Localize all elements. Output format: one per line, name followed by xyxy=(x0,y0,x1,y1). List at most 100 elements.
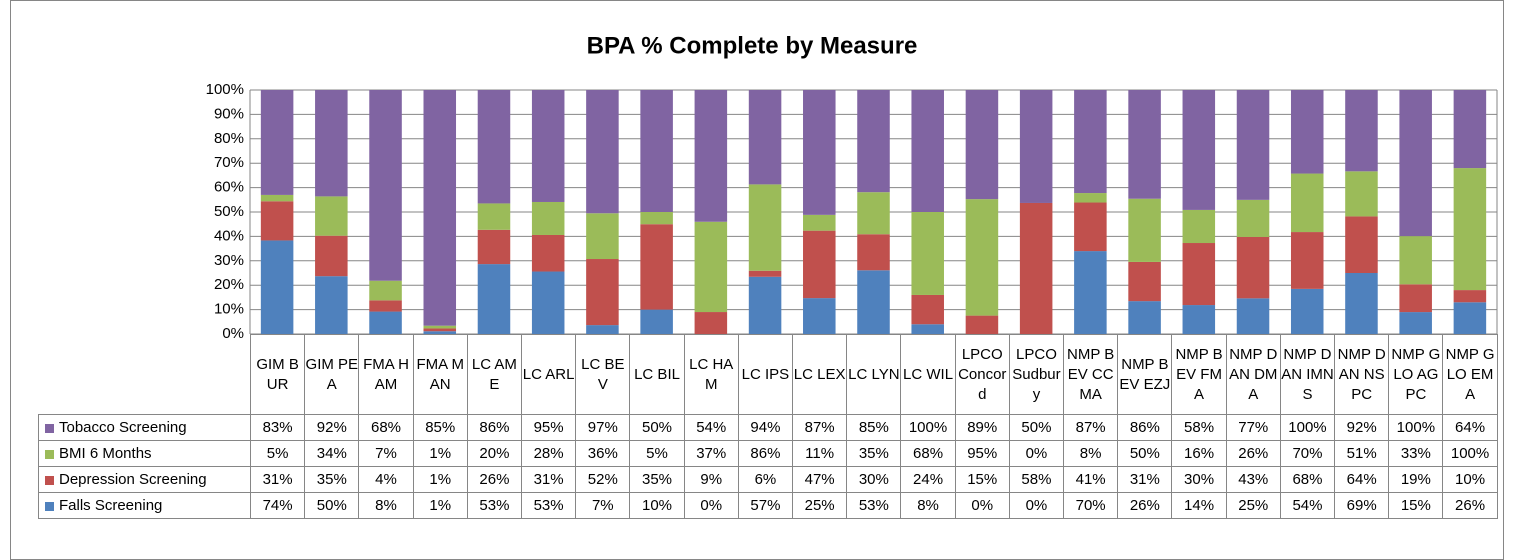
data-label: 14% xyxy=(1171,492,1227,519)
data-label: 53% xyxy=(521,492,577,519)
data-label: 70% xyxy=(1279,440,1336,467)
category-label: LC WIL xyxy=(900,334,956,415)
bar-segment xyxy=(748,90,782,185)
data-label: 58% xyxy=(1008,466,1065,493)
data-label: 68% xyxy=(358,414,414,441)
data-label: 0% xyxy=(954,492,1010,519)
data-label: 8% xyxy=(900,492,956,519)
bar-segment xyxy=(260,240,294,334)
bar-segment xyxy=(1074,90,1107,194)
data-label: 0% xyxy=(1008,492,1065,519)
legend-swatch xyxy=(45,501,54,511)
category-label: NMP DAN IMNS xyxy=(1279,334,1336,415)
bar-segment xyxy=(640,309,673,334)
bar-segment xyxy=(1290,232,1324,289)
data-label: 50% xyxy=(304,492,360,519)
category-label: LC BIL xyxy=(629,334,685,415)
y-tick-label: 60% xyxy=(214,179,244,196)
bar-segment xyxy=(1236,199,1270,237)
data-label: 89% xyxy=(954,414,1010,441)
y-tick-label: 100% xyxy=(206,81,244,98)
bar-segment xyxy=(477,90,511,204)
bar-segment xyxy=(911,294,944,325)
data-label: 30% xyxy=(1171,466,1227,493)
bar-segment xyxy=(315,276,348,334)
bar-segment xyxy=(260,194,294,202)
data-label: 53% xyxy=(846,492,902,519)
bar-segment xyxy=(694,221,728,313)
data-label: 25% xyxy=(1225,492,1281,519)
y-tick-label: 80% xyxy=(214,130,244,147)
legend-label: BMI 6 Months xyxy=(59,445,152,462)
bar-segment xyxy=(260,90,294,195)
series-row: Tobacco Screening 83% 92% 68% 85% 86% 95% 97% 50… xyxy=(38,414,1498,441)
data-label: 50% xyxy=(1008,414,1065,441)
category-label: LC IPS xyxy=(737,334,794,415)
data-label: 0% xyxy=(1008,440,1065,467)
data-label: 26% xyxy=(1117,492,1173,519)
bar-segment xyxy=(1128,198,1161,262)
bar-segment xyxy=(748,276,782,334)
bar-segment xyxy=(423,328,457,332)
legend-label: Falls Screening xyxy=(59,497,163,514)
data-label: 35% xyxy=(846,440,902,467)
bar-segment xyxy=(531,201,565,235)
data-label: 5% xyxy=(249,440,306,467)
data-label: 100% xyxy=(1279,414,1336,441)
data-label: 6% xyxy=(737,466,794,493)
bar-segment xyxy=(369,300,402,312)
category-label: LC BEV xyxy=(575,334,631,415)
legend-entry: Tobacco Screening xyxy=(38,414,251,441)
data-label: 54% xyxy=(683,414,739,441)
bar-segment xyxy=(315,235,348,277)
bar-segment xyxy=(1399,236,1432,285)
legend-label: Depression Screening xyxy=(59,471,207,488)
bar-segment xyxy=(640,90,673,212)
page: BPA % Complete by Measure 0% 10% 20% 30% 40%… xyxy=(10,0,1504,560)
legend-entry: BMI 6 Months xyxy=(38,440,251,467)
bar-segment xyxy=(857,90,890,193)
bar-segment xyxy=(1345,273,1378,334)
data-label: 9% xyxy=(683,466,739,493)
bar-segment xyxy=(1074,251,1107,334)
data-label: 31% xyxy=(1117,466,1173,493)
data-label: 74% xyxy=(249,492,306,519)
bar-segment xyxy=(694,90,728,222)
y-tick-label: 20% xyxy=(214,276,244,293)
data-label: 92% xyxy=(1334,414,1390,441)
legend-entry: Falls Screening xyxy=(38,492,251,519)
y-tick-label: 50% xyxy=(214,203,244,220)
data-label: 4% xyxy=(358,466,414,493)
bar-segment xyxy=(748,184,782,271)
bar-segment xyxy=(1236,90,1270,200)
category-label: NMP BEV CCMA xyxy=(1063,334,1119,415)
bar-segment xyxy=(1236,236,1270,299)
data-label: 87% xyxy=(792,414,848,441)
bar-segment xyxy=(369,90,402,281)
bar-segment xyxy=(803,90,836,215)
bar-segment xyxy=(1182,209,1216,244)
bar-segment xyxy=(423,325,457,329)
bar-segment xyxy=(369,280,402,301)
data-label: 34% xyxy=(304,440,360,467)
series-row: Depression Screening 31% 35% 4% 1% 26% 31% 52% 3… xyxy=(38,466,1498,493)
data-label: 86% xyxy=(1117,414,1173,441)
bar-segment xyxy=(857,192,890,235)
bar-segment xyxy=(1128,90,1161,199)
data-label: 5% xyxy=(629,440,685,467)
category-label: NMP GLO AGPC xyxy=(1388,334,1444,415)
bar-segment xyxy=(1236,298,1270,334)
data-label: 28% xyxy=(521,440,577,467)
data-label: 68% xyxy=(1279,466,1336,493)
bar-segment xyxy=(803,214,836,231)
y-tick-label: 40% xyxy=(214,227,244,244)
bar-segment xyxy=(694,312,728,334)
bar-segment xyxy=(803,298,836,334)
data-label: 33% xyxy=(1388,440,1444,467)
bar-segment xyxy=(1019,90,1053,203)
data-label: 10% xyxy=(629,492,685,519)
legend-swatch xyxy=(45,423,54,433)
bar-segment xyxy=(965,90,999,200)
bar-segment xyxy=(857,270,890,334)
data-label: 1% xyxy=(412,466,468,493)
